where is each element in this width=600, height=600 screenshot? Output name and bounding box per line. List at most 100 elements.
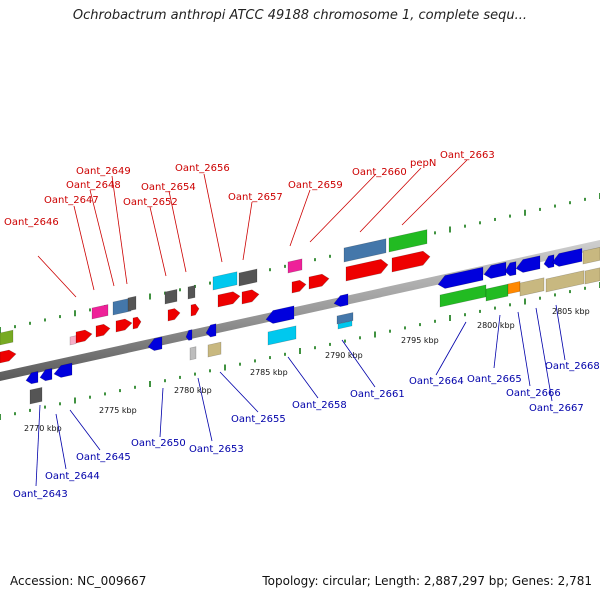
tick-mark bbox=[329, 342, 331, 346]
gene-arrow[interactable] bbox=[187, 285, 196, 300]
tick-mark bbox=[179, 375, 181, 379]
tick-mark bbox=[494, 306, 496, 310]
gene-arrow[interactable] bbox=[388, 229, 428, 253]
gene-label[interactable]: Oant_2661 bbox=[350, 389, 405, 400]
tick-mark bbox=[299, 348, 301, 354]
gene-arrow[interactable] bbox=[519, 277, 545, 297]
gene-arrow[interactable] bbox=[551, 248, 583, 267]
gene-arrow[interactable] bbox=[238, 268, 258, 287]
tick-mark bbox=[449, 315, 451, 321]
gene-arrow[interactable] bbox=[308, 273, 330, 290]
tick-mark bbox=[509, 214, 511, 218]
gene-arrow[interactable] bbox=[147, 336, 163, 351]
gene-label[interactable]: Oant_2652 bbox=[123, 197, 178, 208]
gene-arrow[interactable] bbox=[164, 288, 178, 305]
gene-arrow[interactable] bbox=[25, 370, 39, 385]
gene-arrow[interactable] bbox=[189, 346, 197, 361]
gene-arrow[interactable] bbox=[0, 329, 14, 346]
gene-arrow[interactable] bbox=[545, 270, 585, 293]
tick-mark bbox=[404, 326, 406, 330]
tick-mark bbox=[419, 323, 421, 327]
gene-arrow[interactable] bbox=[39, 367, 53, 382]
gene-arrow[interactable] bbox=[53, 362, 73, 378]
gene-label[interactable]: pepN bbox=[410, 158, 436, 169]
gene-label[interactable]: Oant_2644 bbox=[45, 471, 100, 482]
gene-arrow[interactable] bbox=[241, 289, 260, 305]
summary-text: Topology: circular; Length: 2,887,297 bp… bbox=[262, 574, 592, 588]
gene-arrow[interactable] bbox=[287, 258, 303, 274]
gene-arrow[interactable] bbox=[190, 303, 200, 317]
tick-mark bbox=[239, 362, 241, 366]
gene-arrow[interactable] bbox=[391, 250, 431, 273]
gene-label[interactable]: Oant_2650 bbox=[131, 438, 186, 449]
tick-mark bbox=[164, 379, 166, 383]
gene-label[interactable]: Oant_2643 bbox=[13, 489, 68, 500]
gene-label[interactable]: Oant_2659 bbox=[288, 180, 343, 191]
gene-arrow[interactable] bbox=[337, 320, 353, 330]
gene-label[interactable]: Oant_2660 bbox=[352, 167, 407, 178]
gene-arrow[interactable] bbox=[167, 308, 181, 322]
gene-label[interactable]: Oant_2667 bbox=[529, 403, 584, 414]
tick-mark bbox=[524, 298, 526, 305]
gene-arrow[interactable] bbox=[95, 323, 111, 338]
gene-arrow[interactable] bbox=[205, 323, 217, 338]
gene-arrow[interactable] bbox=[115, 318, 133, 333]
gene-label[interactable]: Oant_2653 bbox=[189, 444, 244, 455]
gene-label[interactable]: Oant_2646 bbox=[4, 217, 59, 228]
gene-arrow[interactable] bbox=[112, 297, 132, 316]
gene-label[interactable]: Oant_2655 bbox=[231, 414, 286, 425]
gene-arrow[interactable] bbox=[515, 255, 541, 273]
gene-arrow[interactable] bbox=[584, 267, 600, 285]
tick-mark bbox=[554, 204, 556, 208]
gene-label[interactable]: Oant_2649 bbox=[76, 166, 131, 177]
gene-arrow[interactable] bbox=[91, 304, 109, 320]
gene-arrow[interactable] bbox=[507, 280, 521, 295]
gene-label[interactable]: Oant_2668 bbox=[545, 361, 600, 372]
gene-arrow[interactable] bbox=[265, 305, 295, 324]
gene-arrow[interactable] bbox=[485, 283, 509, 302]
gene-label[interactable]: Oant_2645 bbox=[76, 452, 131, 463]
gene-label[interactable]: Oant_2654 bbox=[141, 182, 196, 193]
gene-arrow[interactable] bbox=[291, 279, 307, 294]
gene-arrow[interactable] bbox=[75, 329, 93, 344]
gene-arrow[interactable] bbox=[483, 261, 507, 279]
bottom-gene-labels: Oant_2643 Oant_2644 Oant_2645 Oant_2650 … bbox=[13, 361, 600, 500]
tick-mark bbox=[89, 395, 91, 399]
gene-arrow[interactable] bbox=[0, 349, 17, 364]
gene-label[interactable]: Oant_2663 bbox=[440, 150, 495, 161]
gene-arrow[interactable] bbox=[582, 246, 600, 265]
tick-mark bbox=[434, 319, 436, 323]
gene-label[interactable]: Oant_2664 bbox=[409, 376, 464, 387]
tick-mark bbox=[269, 356, 271, 360]
kbp-label: 2790 kbp bbox=[325, 351, 363, 360]
tick-mark bbox=[209, 369, 211, 373]
accession-text: Accession: NC_009667 bbox=[10, 574, 147, 588]
gene-arrow[interactable] bbox=[345, 258, 389, 282]
gene-label[interactable]: Oant_2666 bbox=[506, 388, 561, 399]
gene-arrow[interactable] bbox=[132, 316, 142, 330]
gene-arrow[interactable] bbox=[333, 293, 349, 307]
gene-label[interactable]: Oant_2648 bbox=[66, 180, 121, 191]
gene-label[interactable]: Oant_2656 bbox=[175, 163, 230, 174]
gene-arrow[interactable] bbox=[185, 329, 193, 341]
tick-mark bbox=[14, 325, 16, 329]
gene-label[interactable]: Oant_2647 bbox=[44, 195, 99, 206]
gene-label[interactable]: Oant_2665 bbox=[467, 374, 522, 385]
gene-label[interactable]: Oant_2657 bbox=[228, 192, 283, 203]
kbp-label: 2785 kbp bbox=[250, 368, 288, 377]
gene-arrow[interactable] bbox=[437, 266, 484, 289]
gene-arrow[interactable] bbox=[504, 261, 517, 277]
tick-mark bbox=[314, 258, 316, 262]
gene-arrow[interactable] bbox=[29, 386, 43, 405]
top-callout-lines bbox=[37, 159, 468, 298]
tick-mark bbox=[134, 385, 136, 389]
gene-arrow[interactable] bbox=[69, 335, 77, 346]
gene-arrow[interactable] bbox=[343, 238, 387, 263]
gene-arrow[interactable] bbox=[217, 291, 241, 308]
gene-arrow[interactable] bbox=[127, 295, 137, 312]
gene-arrow[interactable] bbox=[207, 341, 222, 358]
gene-arrow[interactable] bbox=[212, 271, 238, 291]
gene-arrow[interactable] bbox=[267, 325, 297, 346]
gene-label[interactable]: Oant_2658 bbox=[292, 400, 347, 411]
gene-arrow[interactable] bbox=[336, 312, 354, 325]
